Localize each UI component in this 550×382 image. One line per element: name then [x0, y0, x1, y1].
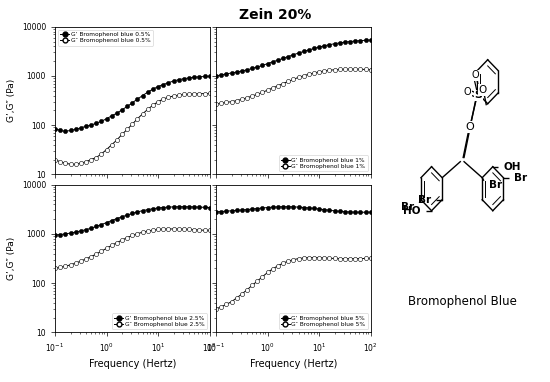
- Legend: G’ Bromophenol blue 5%, G″ Bromophenol blue 5%: G’ Bromophenol blue 5%, G″ Bromophenol b…: [278, 313, 368, 329]
- Legend: G’ Bromophenol blue 2.5%, G″ Bromophenol blue 2.5%: G’ Bromophenol blue 2.5%, G″ Bromophenol…: [112, 313, 207, 329]
- Text: Bromophenol Blue: Bromophenol Blue: [408, 295, 516, 308]
- Y-axis label: G’,G″ (Pa): G’,G″ (Pa): [7, 79, 16, 122]
- Text: O: O: [465, 122, 474, 132]
- Y-axis label: G’,G″ (Pa): G’,G″ (Pa): [7, 237, 16, 280]
- Text: O: O: [464, 87, 471, 97]
- X-axis label: Frequency (Hertz): Frequency (Hertz): [89, 359, 176, 369]
- Text: S: S: [474, 90, 482, 100]
- Text: HO: HO: [403, 206, 421, 216]
- Legend: G’ Bromophenol blue 0.5%, G″ Bromophenol blue 0.5%: G’ Bromophenol blue 0.5%, G″ Bromophenol…: [58, 30, 153, 46]
- Text: Br: Br: [488, 180, 502, 190]
- Text: O: O: [478, 85, 486, 95]
- Text: O: O: [471, 70, 479, 80]
- Text: Zein 20%: Zein 20%: [239, 8, 311, 22]
- Text: Br: Br: [402, 202, 415, 212]
- Text: OH: OH: [504, 162, 521, 172]
- Text: Br: Br: [419, 195, 431, 205]
- Text: Br: Br: [514, 173, 527, 183]
- Legend: G’ Bromophenol blue 1%, G″ Bromophenol blue 1%: G’ Bromophenol blue 1%, G″ Bromophenol b…: [279, 155, 368, 172]
- X-axis label: Frequency (Hertz): Frequency (Hertz): [250, 359, 337, 369]
